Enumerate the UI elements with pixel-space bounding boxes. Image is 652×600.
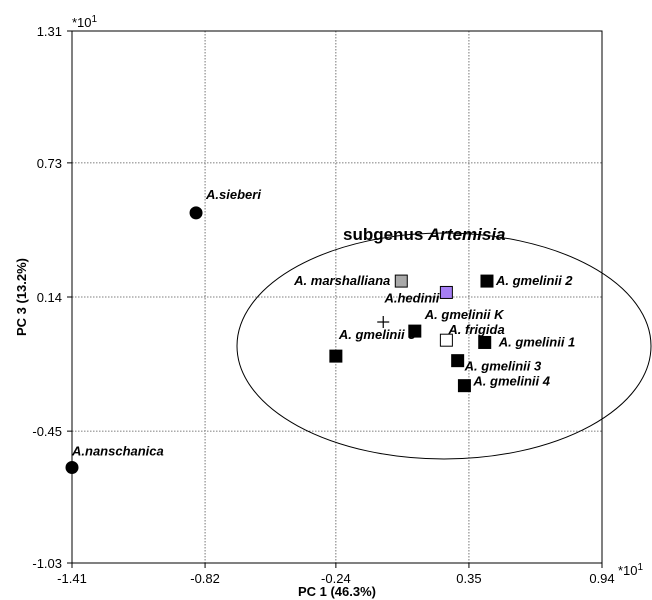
y-tick-label: 0.73 [37,156,62,171]
point-label-a-gmelinii-k: A. gmelinii K [424,307,505,322]
subgenus-ellipse [236,232,652,460]
x-tick-label: -0.82 [190,571,220,586]
point-a-marshalliana [394,274,408,288]
point-a-sieberi [189,206,203,220]
point-label-a-gmelinii-1: A. gmelinii 1 [498,334,576,349]
axis-ticks: -1.41 -0.82 -0.24 0.35 0.94 1.31 0.73 0.14 -0.45… [32,24,614,586]
x-axis-title: PC 1 (46.3%) [298,584,376,599]
point-a-hedinii [439,285,453,299]
centroid-marker [377,316,390,329]
x-tick-label: -1.41 [57,571,87,586]
point-label-a-gmelinii-5: A. gmelinii 5 [338,327,416,342]
point-a-gmelinii-4 [457,379,471,393]
point-a-gmelinii-1 [478,335,492,349]
point-a-gmelinii-5 [329,349,343,363]
y-axis-title: PC 3 (13.2%) [14,258,29,336]
point-a-frigida [439,333,453,347]
y-tick-label: 1.31 [37,24,62,39]
point-a-gmelinii-3 [451,354,465,368]
point-label-a-frigida: A. frigida [447,322,504,337]
point-a-gmelinii-k [408,324,422,338]
x-tick-label: 0.35 [456,571,481,586]
point-label-a-hedinii: A.hedinii [383,290,439,305]
point-label-a-gmelinii-3: A. gmelinii 3 [464,359,542,374]
x-tick-label: -0.24 [321,571,351,586]
y-tick-label: -0.45 [32,424,62,439]
x-scale-note: *101 [618,562,644,578]
point-label-a-gmelinii-4: A. gmelinii 4 [472,374,550,389]
point-a-gmelinii-2 [480,274,494,288]
y-tick-label: 0.14 [37,290,62,305]
x-tick-label: 0.94 [589,571,614,586]
y-scale-note: *101 [72,14,98,30]
point-label-a-nanschanica: A.nanschanica [71,444,164,459]
group-label: subgenus Artemisia [343,225,506,244]
point-label-a-gmelinii-2: A. gmelinii 2 [495,273,573,288]
point-a-nanschanica [65,461,79,475]
point-label-a-marshalliana: A. marshalliana [293,273,390,288]
y-tick-label: -1.03 [32,556,62,571]
data-points: A.sieberi A.nanschanica A. marshalliana A.h… [65,187,576,475]
point-label-a-sieberi: A.sieberi [205,187,261,202]
grid-lines [72,31,602,563]
